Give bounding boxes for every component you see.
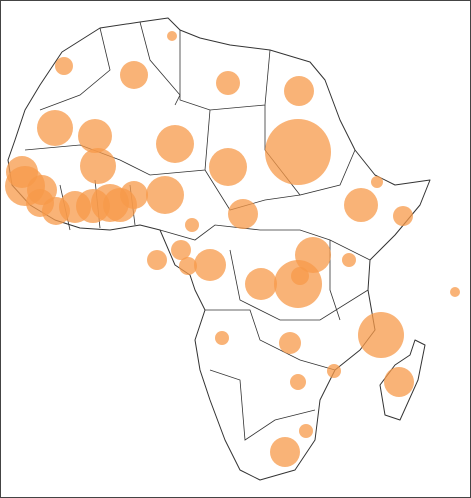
bubble bbox=[393, 206, 413, 226]
bubble bbox=[344, 188, 378, 222]
bubble bbox=[37, 110, 73, 146]
bubble bbox=[371, 176, 383, 188]
bubble bbox=[327, 364, 341, 378]
bubble bbox=[270, 437, 300, 467]
bubble bbox=[179, 257, 197, 275]
bubble bbox=[146, 176, 184, 214]
bubble bbox=[120, 61, 148, 89]
bubble bbox=[185, 218, 199, 232]
bubble bbox=[290, 374, 306, 390]
bubble bbox=[215, 331, 229, 345]
bubble bbox=[171, 240, 191, 260]
bubble bbox=[279, 332, 301, 354]
bubble bbox=[265, 119, 331, 185]
bubble bbox=[167, 31, 177, 41]
bubble bbox=[358, 312, 404, 358]
bubble bbox=[291, 267, 309, 285]
bubble bbox=[156, 125, 194, 163]
bubbles bbox=[5, 31, 460, 467]
bubble bbox=[209, 148, 247, 186]
bubble bbox=[299, 424, 313, 438]
borders bbox=[24, 21, 371, 441]
bubble bbox=[78, 119, 112, 153]
bubble bbox=[384, 367, 414, 397]
bubble bbox=[450, 287, 460, 297]
bubble bbox=[284, 76, 314, 106]
bubble bbox=[342, 253, 356, 267]
bubble bbox=[80, 148, 116, 184]
bubble bbox=[147, 250, 167, 270]
bubble bbox=[120, 181, 148, 209]
bubble bbox=[216, 71, 240, 95]
bubble bbox=[194, 249, 226, 281]
bubble bbox=[245, 268, 277, 300]
bubble bbox=[228, 199, 258, 229]
bubble bbox=[55, 57, 73, 75]
